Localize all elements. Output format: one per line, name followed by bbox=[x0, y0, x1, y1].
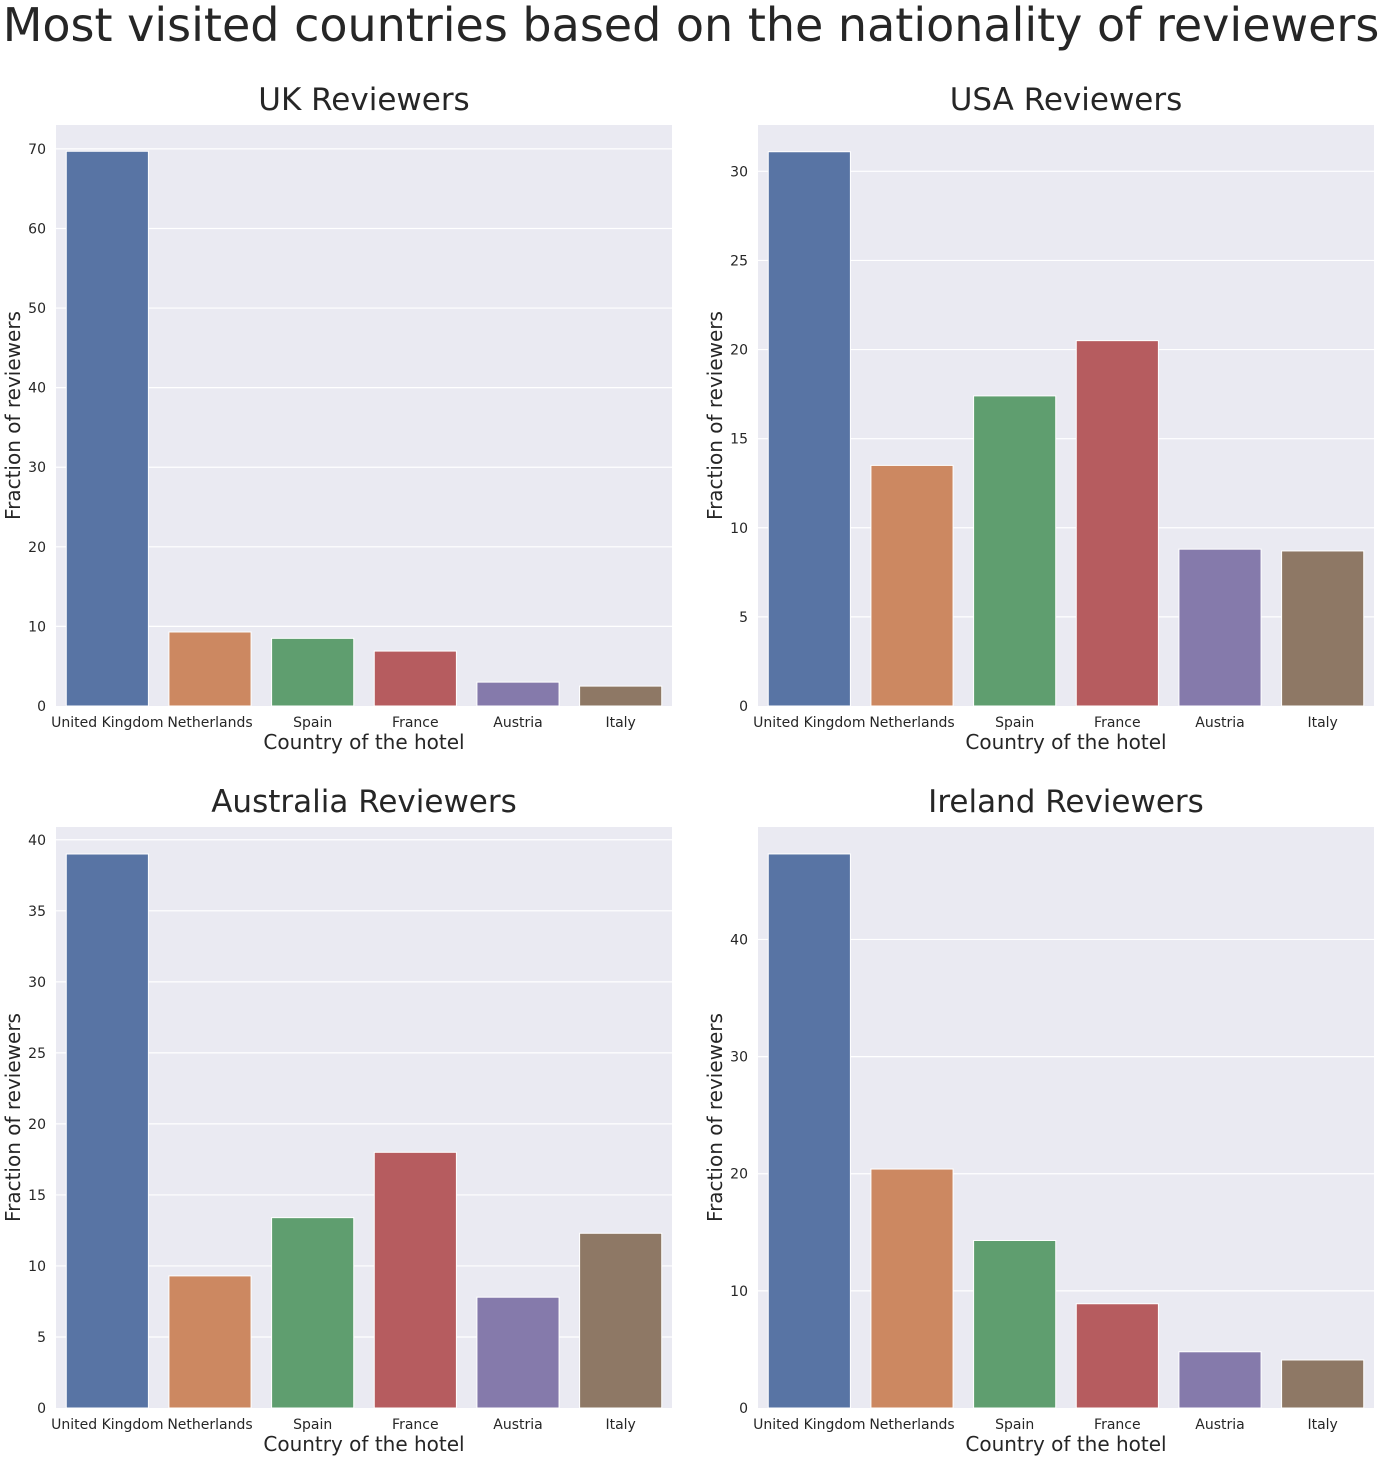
x-axis-label-2: Country of the hotel bbox=[263, 1432, 464, 1456]
y-axis-label-3: Fraction of reviewers bbox=[703, 1013, 727, 1222]
xtick-label-1-1: Netherlands bbox=[869, 715, 954, 731]
ytick-label-1-5: 5 bbox=[739, 610, 748, 626]
ytick-label-0-30: 30 bbox=[28, 460, 46, 476]
x-axis-label-3: Country of the hotel bbox=[965, 1432, 1166, 1456]
ytick-label-3-40: 40 bbox=[730, 932, 748, 948]
ytick-label-2-25: 25 bbox=[28, 1046, 46, 1062]
ytick-label-3-20: 20 bbox=[730, 1167, 748, 1183]
ytick-label-0-10: 10 bbox=[28, 619, 46, 635]
xtick-label-3-2: Spain bbox=[995, 1417, 1034, 1433]
bar-2-0 bbox=[65, 853, 149, 1409]
bar-1-3 bbox=[1075, 340, 1159, 707]
ytick-label-2-30: 30 bbox=[28, 975, 46, 991]
xtick-label-0-5: Italy bbox=[605, 715, 635, 731]
subplot-title-2: Australia Reviewers bbox=[211, 784, 517, 820]
xtick-label-2-3: France bbox=[392, 1417, 439, 1433]
bar-3-5 bbox=[1281, 1359, 1365, 1409]
ytick-label-2-10: 10 bbox=[28, 1259, 46, 1275]
xtick-label-0-4: Austria bbox=[493, 715, 542, 731]
bar-3-0 bbox=[767, 853, 851, 1409]
xtick-label-3-1: Netherlands bbox=[869, 1417, 954, 1433]
bar-0-0 bbox=[65, 150, 149, 707]
xtick-label-1-5: Italy bbox=[1307, 715, 1337, 731]
ytick-label-3-0: 0 bbox=[739, 1401, 748, 1417]
plot-area-3 bbox=[758, 827, 1374, 1408]
y-axis-label-1: Fraction of reviewers bbox=[703, 311, 727, 520]
ytick-label-0-40: 40 bbox=[28, 381, 46, 397]
xtick-label-1-4: Austria bbox=[1195, 715, 1244, 731]
bar-0-4 bbox=[476, 681, 560, 707]
xtick-label-2-4: Austria bbox=[493, 1417, 542, 1433]
xtick-label-3-0: United Kingdom bbox=[753, 1417, 865, 1433]
bar-2-5 bbox=[579, 1232, 663, 1409]
xtick-label-2-0: United Kingdom bbox=[51, 1417, 163, 1433]
ytick-label-3-30: 30 bbox=[730, 1050, 748, 1066]
bar-1-0 bbox=[767, 151, 851, 707]
ytick-label-2-20: 20 bbox=[28, 1117, 46, 1133]
ytick-label-0-50: 50 bbox=[28, 301, 46, 317]
y-axis-label-2: Fraction of reviewers bbox=[1, 1013, 25, 1222]
ytick-label-1-25: 25 bbox=[730, 253, 748, 269]
xtick-label-0-2: Spain bbox=[293, 715, 332, 731]
plot-area-1 bbox=[758, 125, 1374, 706]
xtick-label-1-3: France bbox=[1094, 715, 1141, 731]
x-axis-label-1: Country of the hotel bbox=[965, 730, 1166, 754]
xtick-label-1-0: United Kingdom bbox=[753, 715, 865, 731]
ytick-label-1-30: 30 bbox=[730, 164, 748, 180]
bar-0-1 bbox=[168, 631, 252, 707]
xtick-label-0-1: Netherlands bbox=[167, 715, 252, 731]
ytick-label-1-10: 10 bbox=[730, 521, 748, 537]
ytick-label-3-10: 10 bbox=[730, 1284, 748, 1300]
xtick-label-2-5: Italy bbox=[605, 1417, 635, 1433]
bar-2-2 bbox=[271, 1217, 355, 1409]
bar-2-3 bbox=[373, 1151, 457, 1409]
bar-2-4 bbox=[476, 1296, 560, 1409]
xtick-label-3-4: Austria bbox=[1195, 1417, 1244, 1433]
plot-area-0 bbox=[56, 125, 672, 706]
ytick-label-0-70: 70 bbox=[28, 142, 46, 158]
subplot-title-3: Ireland Reviewers bbox=[928, 784, 1204, 820]
ytick-label-0-0: 0 bbox=[37, 699, 46, 715]
bar-1-2 bbox=[973, 395, 1057, 707]
plot-area-2 bbox=[56, 827, 672, 1408]
xtick-label-1-2: Spain bbox=[995, 715, 1034, 731]
bar-2-1 bbox=[168, 1275, 252, 1409]
bar-3-4 bbox=[1178, 1351, 1262, 1409]
figure-title: Most visited countries based on the nati… bbox=[2, 0, 1380, 52]
bar-0-5 bbox=[579, 685, 663, 707]
y-axis-label-0: Fraction of reviewers bbox=[1, 311, 25, 520]
bar-1-4 bbox=[1178, 548, 1262, 707]
bar-3-2 bbox=[973, 1239, 1057, 1409]
bar-1-5 bbox=[1281, 550, 1365, 707]
bar-0-3 bbox=[373, 650, 457, 707]
xtick-label-0-0: United Kingdom bbox=[51, 715, 163, 731]
ytick-label-2-0: 0 bbox=[37, 1401, 46, 1417]
ytick-label-0-20: 20 bbox=[28, 540, 46, 556]
xtick-label-2-2: Spain bbox=[293, 1417, 332, 1433]
bar-3-3 bbox=[1075, 1303, 1159, 1409]
ytick-label-2-40: 40 bbox=[28, 833, 46, 849]
xtick-label-3-3: France bbox=[1094, 1417, 1141, 1433]
ytick-label-1-20: 20 bbox=[730, 343, 748, 359]
ytick-label-2-15: 15 bbox=[28, 1188, 46, 1204]
ytick-label-1-0: 0 bbox=[739, 699, 748, 715]
subplot-title-1: USA Reviewers bbox=[950, 82, 1183, 118]
bar-3-1 bbox=[870, 1168, 954, 1409]
xtick-label-0-3: France bbox=[392, 715, 439, 731]
ytick-label-2-5: 5 bbox=[37, 1330, 46, 1346]
ytick-label-2-35: 35 bbox=[28, 904, 46, 920]
bar-1-1 bbox=[870, 464, 954, 707]
x-axis-label-0: Country of the hotel bbox=[263, 730, 464, 754]
ytick-label-1-15: 15 bbox=[730, 432, 748, 448]
bar-0-2 bbox=[271, 637, 355, 707]
xtick-label-2-1: Netherlands bbox=[167, 1417, 252, 1433]
xtick-label-3-5: Italy bbox=[1307, 1417, 1337, 1433]
ytick-label-0-60: 60 bbox=[28, 221, 46, 237]
subplot-title-0: UK Reviewers bbox=[258, 82, 469, 118]
